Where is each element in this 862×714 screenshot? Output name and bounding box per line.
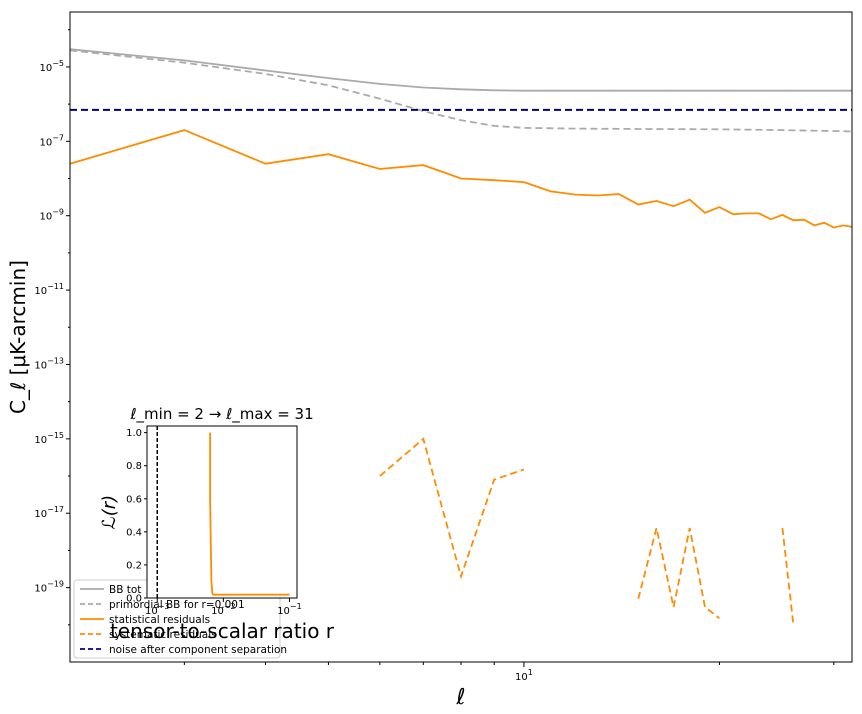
y-tick-label-7: 10−19: [34, 580, 64, 595]
inset-y-axis-label: ℒ(r): [99, 495, 120, 529]
inset-x-axis-label: tensor-to-scalar ratio r: [110, 619, 335, 643]
main-y-axis-label: C_ℓ [μK-arcmin]: [6, 260, 30, 414]
inset-y-tick-label-4: 0.8: [126, 461, 142, 472]
likelihood-inset: 10−3 10−2 10−1 0.0 0.2 0.4 0.6 0.8 1.0 ℓ_min = …: [99, 405, 335, 643]
main-y-ticks: 10−5 10−7 10−9 10−11 10−13 10−15 10−17 10−19: [34, 29, 70, 626]
main-series-lines: [69, 48, 853, 625]
inset-y-tick-label-0: 0.0: [126, 594, 142, 605]
inset-background: [147, 426, 297, 598]
inset-likelihood-line-0: [209, 432, 290, 596]
legend-label-3: systematic residuals: [109, 629, 217, 641]
series-line-3-segment-1: [637, 527, 720, 620]
inset-y-tick-label-2: 0.4: [126, 527, 142, 538]
inset-x-ticks: 10−3 10−2 10−1: [145, 598, 302, 617]
inset-y-tick-label-1: 0.2: [126, 560, 142, 571]
inset-x-tick-label-2: 10−1: [277, 602, 302, 617]
series-line-2-segment-0: [69, 129, 853, 229]
inset-title: ℓ_min = 2 → ℓ_max = 31: [129, 405, 313, 424]
legend-items: BB tot primordial BB for r=0.001 statistic…: [80, 584, 287, 656]
legend-label-0: BB tot: [109, 584, 141, 596]
inset-series-lines: [156, 426, 290, 598]
y-tick-label-5: 10−15: [34, 431, 64, 446]
inset-x-tick-label-1: 10−2: [211, 602, 236, 617]
x-tick-label-0: 101: [515, 668, 533, 683]
main-x-ticks: 101: [183, 662, 835, 683]
inset-y-tick-label-3: 0.6: [126, 494, 142, 505]
series-line-1-segment-0: [69, 49, 853, 133]
series-line-0-segment-0: [69, 48, 852, 92]
legend-label-4: noise after component separation: [109, 644, 287, 656]
y-tick-label-6: 10−17: [34, 505, 64, 520]
series-line-3-segment-2: [781, 527, 795, 625]
legend-label-2: statistical residuals: [109, 614, 210, 626]
y-tick-label-4: 10−13: [34, 356, 64, 371]
y-tick-label-3: 10−11: [34, 282, 64, 297]
main-plot-frame: [69, 11, 853, 663]
legend: BB tot primordial BB for r=0.001 statistic…: [73, 579, 287, 659]
inset-frame: [146, 425, 298, 599]
y-tick-label-1: 10−7: [39, 133, 64, 148]
legend-label-1: primordial BB for r=0.001: [109, 599, 245, 611]
inset-y-tick-label-5: 1.0: [126, 428, 142, 439]
series-line-3-segment-0: [379, 437, 525, 580]
y-tick-label-2: 10−9: [39, 208, 64, 223]
inset-x-tick-label-0: 10−3: [145, 602, 170, 617]
y-tick-label-0: 10−5: [39, 59, 64, 74]
main-x-axis-label: ℓ: [455, 685, 465, 710]
